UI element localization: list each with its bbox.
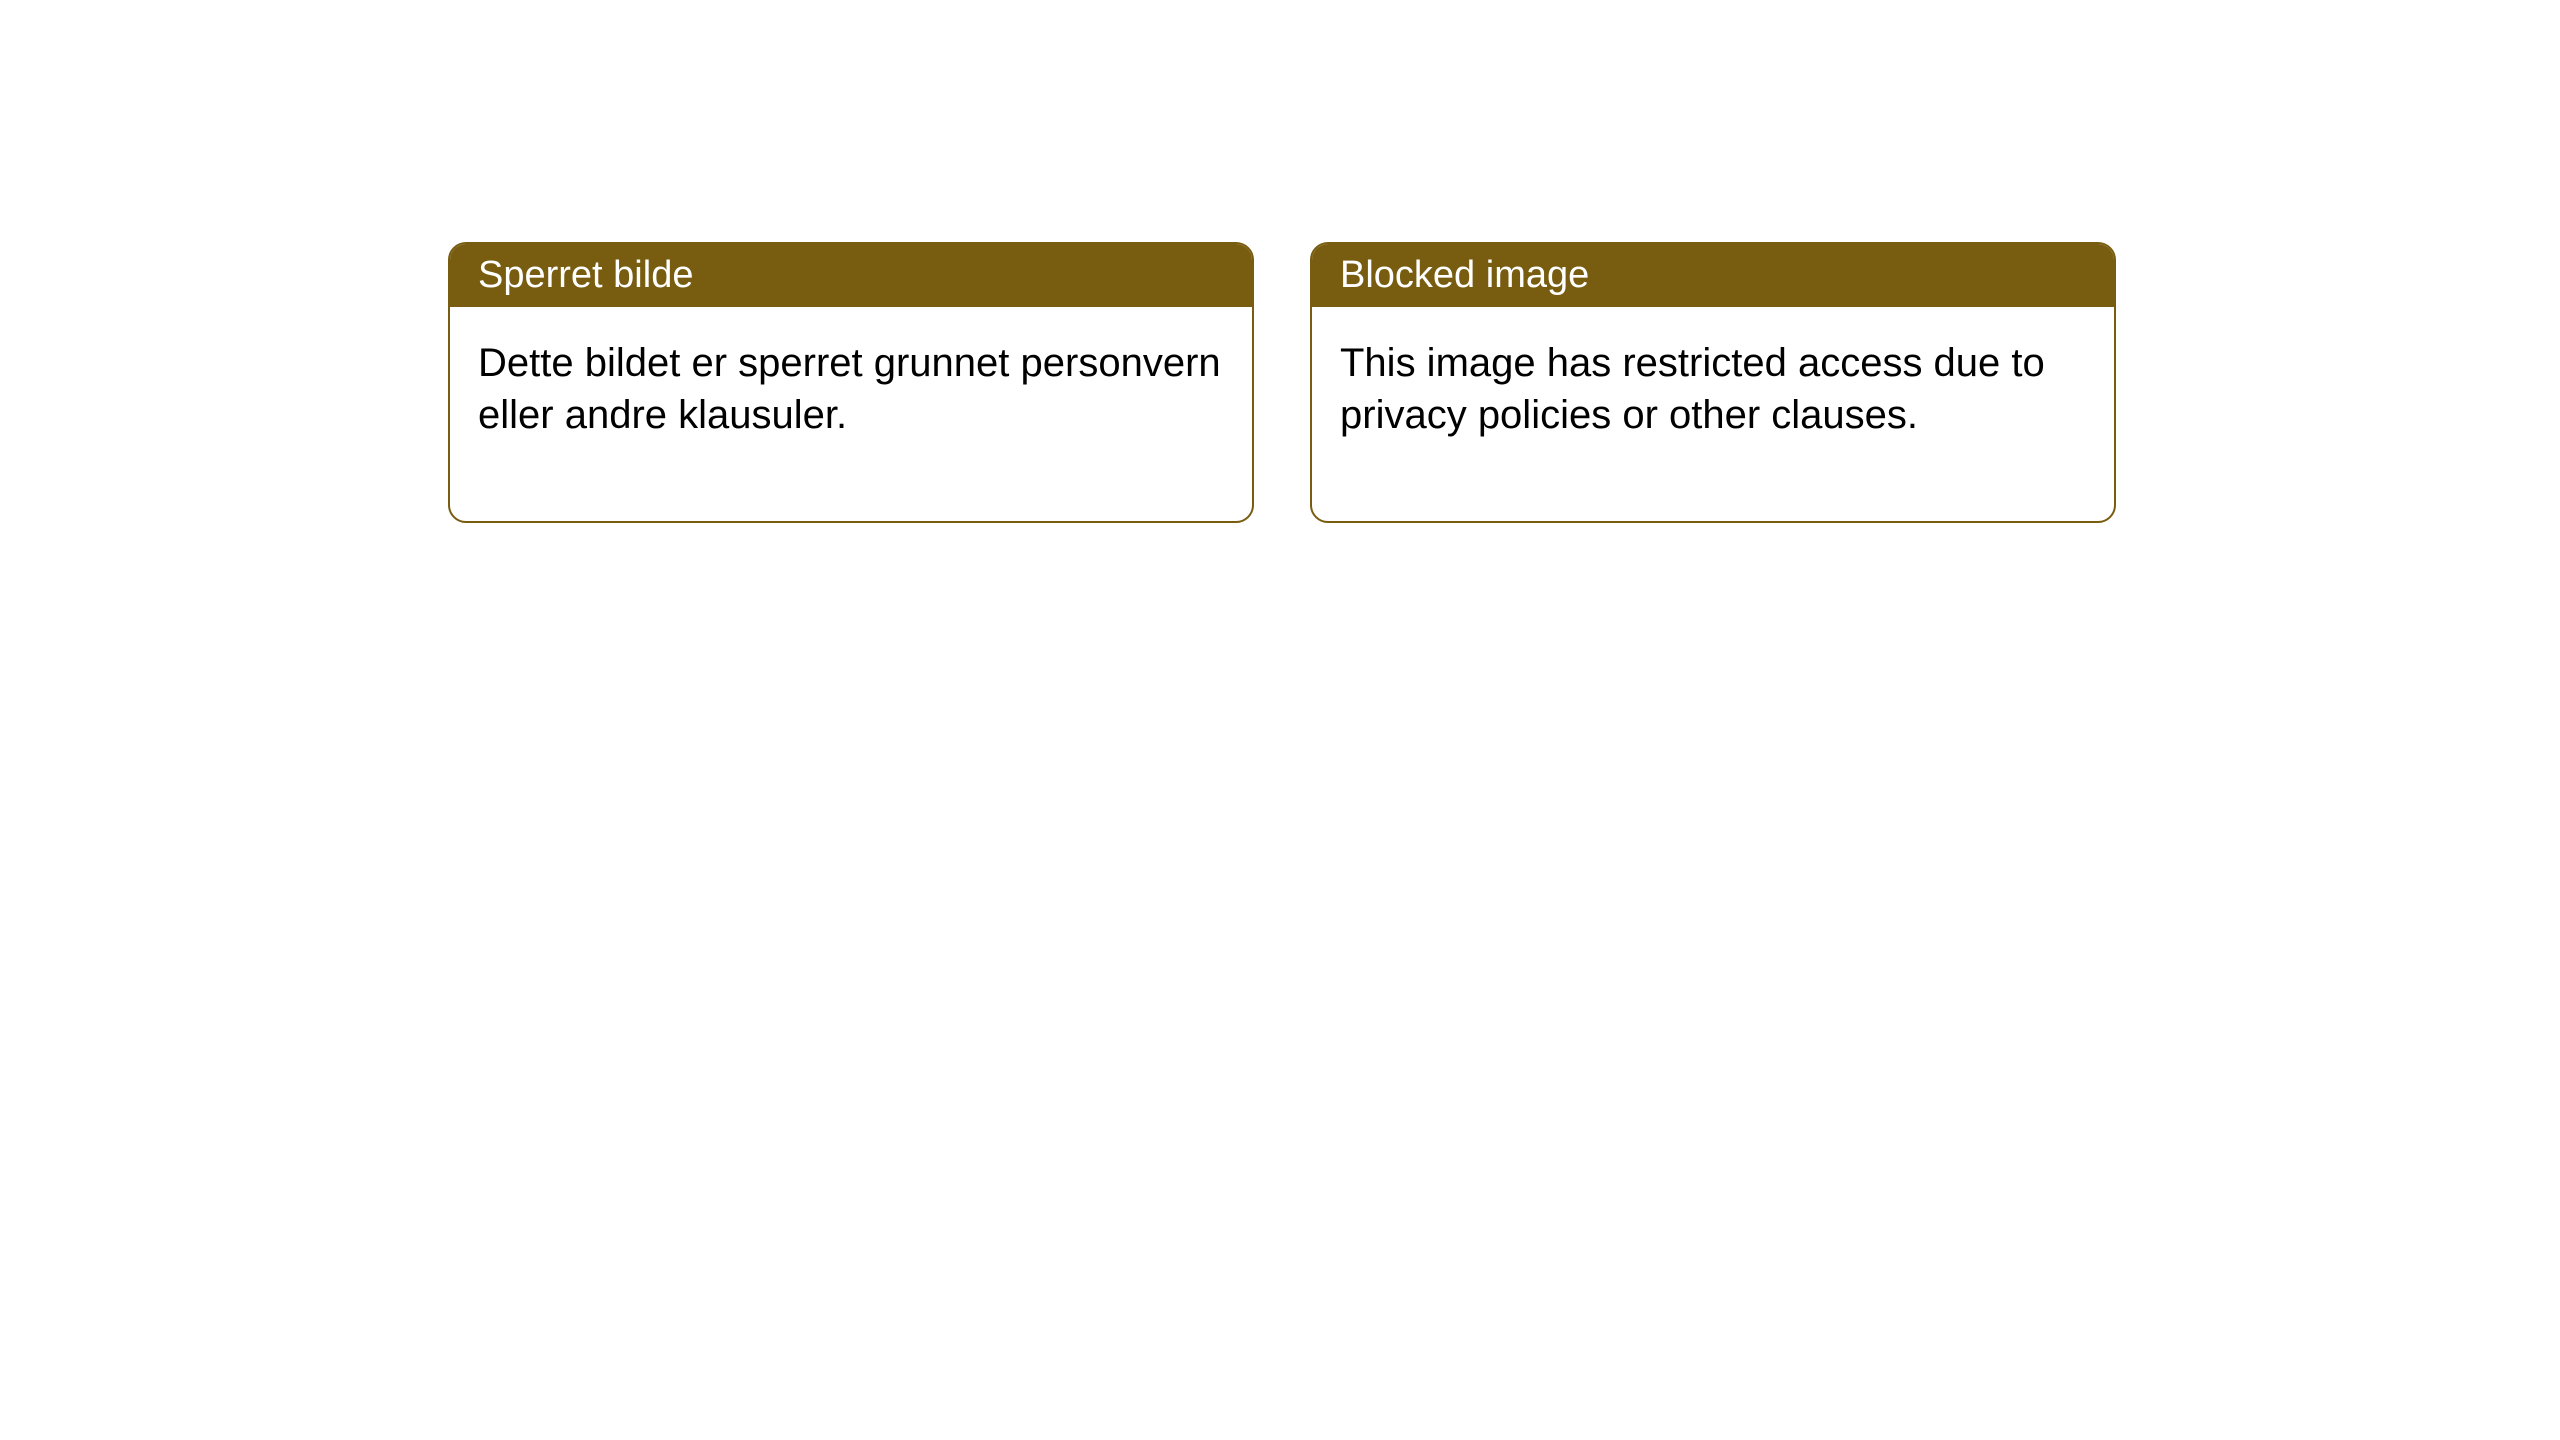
notice-card-body: This image has restricted access due to … — [1312, 307, 2114, 521]
notice-card-english: Blocked image This image has restricted … — [1310, 242, 2116, 523]
notice-card-title: Blocked image — [1312, 244, 2114, 307]
notice-card-body: Dette bildet er sperret grunnet personve… — [450, 307, 1252, 521]
notice-container: Sperret bilde Dette bildet er sperret gr… — [448, 242, 2116, 523]
notice-card-norwegian: Sperret bilde Dette bildet er sperret gr… — [448, 242, 1254, 523]
notice-card-title: Sperret bilde — [450, 244, 1252, 307]
